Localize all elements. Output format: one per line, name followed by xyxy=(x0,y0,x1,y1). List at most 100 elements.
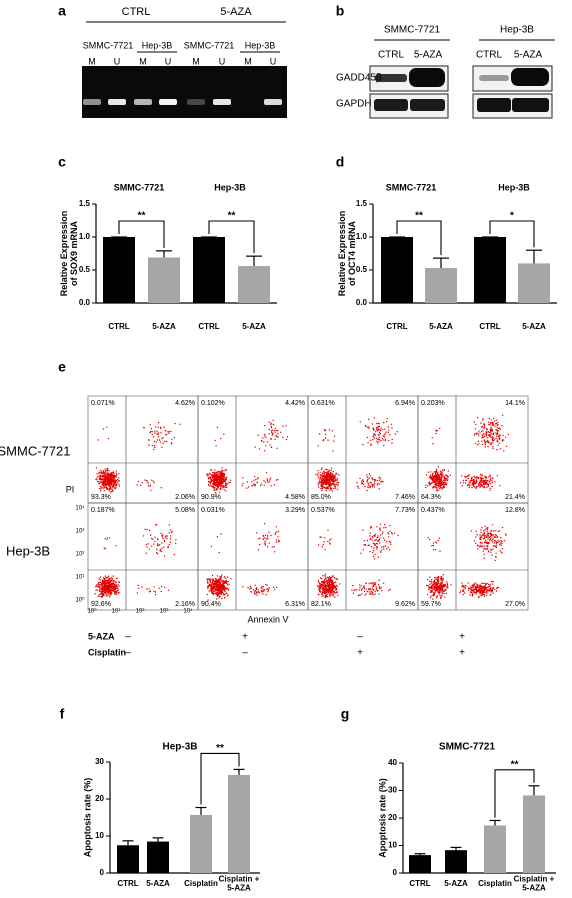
flow-dot xyxy=(268,428,270,431)
flow-dot xyxy=(425,474,428,476)
flow-dot xyxy=(156,523,158,526)
flow-dot xyxy=(383,434,385,436)
flow-dot xyxy=(490,429,492,431)
flow-dot xyxy=(105,477,107,479)
flow-dot xyxy=(220,438,222,440)
flow-dot xyxy=(376,440,378,443)
flow-dot xyxy=(461,586,463,588)
flow-dot xyxy=(380,586,382,589)
flow-dot xyxy=(481,589,484,591)
flow-dot xyxy=(154,536,156,538)
flow-dot xyxy=(328,576,331,578)
flow-dot xyxy=(223,589,225,592)
flow-dot xyxy=(437,578,439,580)
flow-dot xyxy=(376,427,378,429)
flow-dot xyxy=(479,537,481,539)
flow-dot xyxy=(479,590,481,592)
flow-dot xyxy=(438,582,440,584)
flow-dot xyxy=(222,584,224,586)
flow-dot xyxy=(225,485,228,487)
flow-dot xyxy=(499,543,501,546)
flow-dot xyxy=(221,597,223,600)
flow-dot xyxy=(110,476,113,479)
flow-dot xyxy=(95,584,98,586)
flow-dot xyxy=(268,480,271,483)
flow-dot xyxy=(379,478,382,480)
flow-dot xyxy=(438,585,440,587)
flow-dot xyxy=(257,538,260,540)
flow-dot xyxy=(336,481,338,484)
quadrant-value: 21.4% xyxy=(505,494,525,501)
flow-dot xyxy=(324,471,326,474)
flow-dot xyxy=(110,591,113,594)
flow-dot xyxy=(321,485,323,487)
flow-dot xyxy=(275,479,278,481)
flow-dot xyxy=(216,536,219,538)
flow-dot xyxy=(439,482,441,485)
flow-dot xyxy=(219,575,221,578)
flow-dot xyxy=(262,593,264,595)
flow-dot xyxy=(327,529,329,531)
flow-dot xyxy=(169,535,172,537)
flow-dot xyxy=(321,487,324,490)
flow-dot xyxy=(495,552,497,554)
flow-dot xyxy=(268,587,270,589)
flow-dot xyxy=(270,423,272,426)
flow-dot xyxy=(482,591,485,593)
flow-dot xyxy=(321,479,324,481)
flow-dot xyxy=(432,598,434,600)
flow-dot xyxy=(220,470,223,472)
flow-dot xyxy=(160,550,162,552)
flow-dot xyxy=(369,589,371,591)
flow-dot xyxy=(323,476,325,478)
flow-dot xyxy=(224,594,226,596)
flow-dot xyxy=(499,434,501,436)
flow-dot xyxy=(489,474,491,476)
flow-dot xyxy=(320,483,323,486)
gel-group: 5-AZA xyxy=(220,6,252,18)
flow-dot xyxy=(440,575,442,578)
flow-dot xyxy=(95,467,98,469)
flow-dot xyxy=(488,431,490,434)
flow-dot xyxy=(497,431,499,433)
flow-dot xyxy=(436,578,438,580)
gel-cell-line: SMMC-7721 xyxy=(83,40,134,50)
flow-dot xyxy=(108,475,110,477)
flow-dot xyxy=(262,437,264,439)
flow-dot xyxy=(108,490,110,492)
bar xyxy=(518,263,550,303)
flow-dot xyxy=(439,481,441,484)
flow-dot xyxy=(116,585,118,588)
flow-dot xyxy=(486,441,488,443)
flow-dot xyxy=(263,480,265,482)
flow-dot xyxy=(439,473,441,475)
flow-dot xyxy=(206,578,209,581)
flow-dot xyxy=(378,584,380,586)
flow-dot xyxy=(254,584,256,586)
flow-dot xyxy=(286,436,288,438)
flow-dot xyxy=(332,474,334,476)
flow-dot xyxy=(474,486,476,488)
flow-dot xyxy=(329,481,331,484)
flow-dot xyxy=(471,486,473,489)
flow-dot xyxy=(218,597,220,599)
flow-dot xyxy=(492,534,495,536)
flow-dot xyxy=(323,588,325,590)
flow-dot xyxy=(481,443,484,446)
flow-dot xyxy=(330,579,333,581)
flow-dot xyxy=(97,583,100,585)
flow-dot xyxy=(335,577,337,580)
bar xyxy=(228,774,250,873)
flow-dot xyxy=(109,588,111,590)
flow-dot xyxy=(262,534,265,537)
flow-dot xyxy=(484,441,486,443)
flow-dot xyxy=(210,585,212,587)
flow-dot xyxy=(107,473,109,475)
flow-dot xyxy=(321,480,324,483)
flow-dot xyxy=(492,434,494,436)
flow-dot xyxy=(363,540,365,542)
flow-dot xyxy=(105,582,107,584)
flow-dot xyxy=(161,536,164,538)
flow-dot xyxy=(114,488,116,490)
flow-dot xyxy=(440,486,442,489)
